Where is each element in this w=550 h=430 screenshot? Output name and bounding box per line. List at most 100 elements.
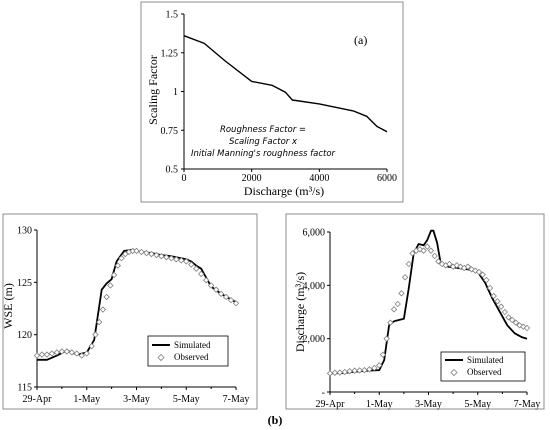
chart-a-x-tick-label: 0 [182, 173, 187, 184]
chart-a-x-axis-label: Discharge (m³/s) [244, 184, 324, 198]
chart-b2-y-tick-label: 2,000 [303, 334, 326, 345]
chart-b2-observed-point [431, 252, 438, 260]
chart-a-axes: 0.5 0.75 1 1.25 1.5 0 2000 4000 6000 [161, 10, 398, 185]
chart-b2-observed-point [475, 268, 483, 276]
chart-b2-legend-simulated-label: Simulated [467, 355, 504, 365]
chart-b2-observed-point [346, 368, 353, 375]
chart-b1-axes: 115 120 125 130 29-Apr 1-May 3-May 5-May 7-May [17, 226, 249, 406]
chart-a-y-tick-label: 1 [173, 87, 178, 98]
chart-b2-legend-box [440, 351, 526, 382]
chart-b1-observed-point [103, 293, 110, 301]
chart-b2-observed-point [457, 263, 464, 270]
chart-b2-observed-point [351, 367, 358, 374]
chart-a-panel-label: (a) [354, 33, 367, 47]
chart-b2-observed-point [472, 267, 479, 274]
chart-b2-observed-point [409, 250, 416, 257]
chart-b1-observed-point [158, 253, 165, 260]
chart-b2-observed-point [341, 368, 348, 376]
chart-b2-observed-point [326, 370, 334, 377]
chart-b2-observed-point [398, 290, 405, 297]
chart-a-annotation-line-3: Initial Manning's roughness factor [191, 149, 336, 159]
chart-b1-x-tick-label: 1-May [73, 394, 100, 405]
chart-b1-observed-point [168, 255, 175, 262]
chart-b1-observed-point [143, 249, 150, 257]
chart-b1-observed-point [163, 254, 170, 261]
chart-b2-simulated-line [329, 229, 528, 375]
chart-b2-observed-point [523, 324, 531, 332]
chart-b2-observed-point [390, 306, 398, 313]
chart-b1-observed-point [198, 270, 205, 278]
chart-b1-legend: Simulated Observed [147, 335, 229, 367]
chart-b2-observed-point [383, 335, 390, 342]
chart-b2-observed-point [336, 369, 344, 376]
chart-b1-observed-point [63, 348, 71, 355]
chart-b1-x-tick-label: 5-May [173, 394, 200, 405]
chart-b1-observed-point [53, 349, 61, 356]
chart-a-y-tick-label: 0.75 [161, 126, 179, 137]
chart-b1-observed-point [110, 271, 118, 279]
chart-b2-observed-point [435, 258, 442, 265]
chart-b2-legend-observed-label: Observed [467, 367, 502, 377]
chart-b1-observed-point [178, 257, 185, 264]
chart-b2-observed-point [420, 247, 427, 254]
chart-b1-observed-point [118, 255, 125, 262]
chart-b1-observed-point [232, 300, 240, 307]
chart-b2-observed-point [497, 303, 505, 310]
chart-b1-observed-point [183, 258, 190, 265]
chart-b1-observed-point [96, 318, 103, 326]
chart-b1-observed-point [88, 343, 95, 350]
chart-b1-observed-point [58, 348, 66, 355]
chart-b1-observed-point [202, 277, 210, 284]
chart-b2-observed-point [483, 276, 490, 284]
chart-b2-y-tick-label: 6,000 [303, 228, 326, 239]
chart-b2-x-tick-label: 5-May [464, 399, 491, 410]
chart-b2-y-axis-label: Discharge (m³/s) [293, 272, 307, 352]
chart-b2-x-tick-label: 29-Apr [316, 399, 346, 410]
chart-b1-observed-point [148, 250, 155, 258]
chart-b2-observed-point [424, 243, 431, 250]
chart-b2-observed-point [394, 300, 401, 308]
chart-b1-observed-point [73, 350, 80, 357]
chart-a-annotation-line-1: Roughness Factor = [220, 125, 306, 135]
chart-b1-observed-point [217, 290, 225, 298]
chart-a-y-tick-label: 1.5 [166, 10, 179, 21]
chart-b1-x-tick-label: 7-May [223, 394, 250, 405]
chart-b1-frame [2, 213, 258, 410]
chart-b1-observed-point [78, 352, 85, 359]
chart-a-y-tick-label: 0.5 [166, 165, 179, 176]
chart-b1-legend-observed-label: Observed [174, 352, 209, 362]
chart-b2-observed-point [516, 322, 523, 329]
chart-b1-observed-point [38, 351, 46, 358]
chart-b1-observed-point [68, 349, 75, 356]
chart-b2-observed-point [371, 364, 378, 372]
chart-b1-observed-point [207, 282, 215, 289]
chart-b2-observed-point [379, 351, 387, 358]
chart-b2-observed-point [401, 274, 409, 281]
chart-b2-observed-point [405, 260, 412, 268]
chart-b2-observed-point [494, 298, 501, 305]
chart-b1-observed-point [114, 262, 122, 269]
chart-a: 0.5 0.75 1 1.25 1.5 0 2000 4000 6000 (a) Scaling… [140, 1, 404, 203]
chart-b1-observed-point [193, 265, 200, 272]
chart-a-x-tick-label: 2000 [242, 173, 262, 184]
chart-b1-observed-point [107, 282, 114, 289]
chart-b1-legend-simulated-label: Simulated [174, 340, 211, 350]
chart-b2-axes: - 2,000 4,000 6,000 29-Apr 1-May 3-May 5-May 7-M… [303, 228, 541, 411]
chart-b2-observed-point [446, 260, 453, 268]
chart-b2-observed-point [387, 319, 394, 326]
chart-b2-observed-point [438, 260, 446, 268]
chart-b1-legend-box [147, 335, 229, 367]
chart-b2-y-tick-label: - [322, 388, 325, 399]
chart-b2-x-tick-label: 3-May [415, 399, 442, 410]
chart-b2-observed-point [505, 314, 512, 321]
chart-b1-y-tick-label: 125 [17, 278, 32, 289]
chart-b1-x-tick-label: 3-May [123, 394, 150, 405]
chart-b1-y-tick-label: 130 [17, 226, 32, 237]
chart-b2-legend-observed-swatch [450, 368, 458, 377]
chart-b2-observed-point [501, 308, 509, 316]
chart-b2-observed-point [479, 271, 486, 278]
chart-b1-observed-point [138, 248, 145, 256]
chart-b2-observed-point [464, 263, 472, 270]
chart-b1-observed-point [48, 350, 56, 357]
